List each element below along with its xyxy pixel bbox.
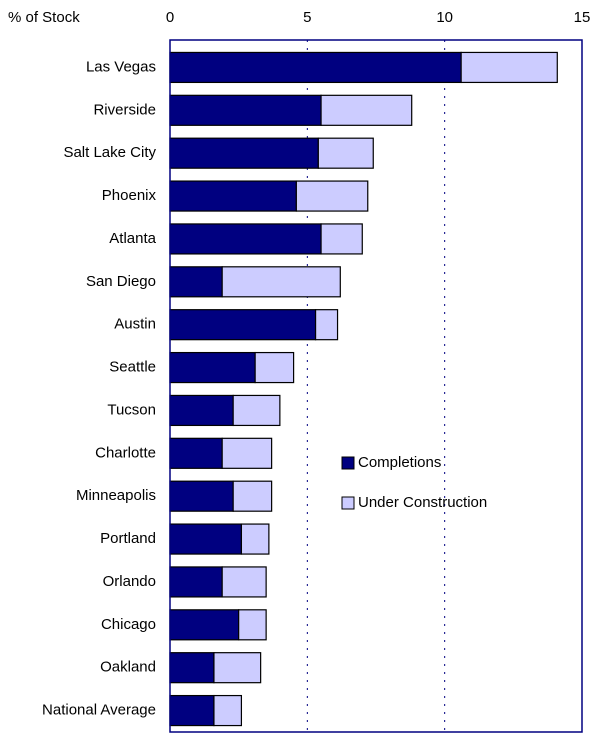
bar	[169, 266, 223, 298]
y-tick-label: Chicago	[101, 616, 156, 633]
bar	[169, 437, 223, 469]
bar	[169, 94, 322, 126]
bar	[320, 94, 413, 126]
bar	[221, 437, 273, 469]
bar	[169, 309, 317, 341]
bar	[169, 351, 256, 384]
y-tick-label: Portland	[100, 530, 156, 547]
bar	[238, 609, 267, 641]
bar	[254, 351, 295, 384]
legend-label: Completions	[358, 454, 441, 471]
bar	[169, 180, 297, 212]
y-tick-label: National Average	[42, 702, 156, 719]
y-tick-label: Seattle	[109, 359, 156, 376]
bar	[221, 566, 267, 598]
y-tick-label: Salt Lake City	[63, 144, 156, 161]
bar	[169, 223, 322, 255]
bar	[169, 523, 243, 555]
y-tick-label: Atlanta	[109, 230, 156, 247]
y-tick-label: Charlotte	[95, 444, 156, 461]
bar	[213, 694, 243, 727]
y-tick-label: Riverside	[93, 101, 156, 118]
bar	[169, 566, 223, 598]
x-tick-label: 10	[436, 9, 453, 26]
bar	[169, 137, 319, 169]
bar	[169, 694, 215, 727]
plot-frame	[169, 39, 583, 733]
y-tick-label: Austin	[114, 316, 156, 333]
bar	[320, 223, 363, 255]
bar	[213, 652, 262, 684]
y-tick-label: Tucson	[107, 401, 156, 418]
bar	[232, 394, 281, 427]
bar	[460, 51, 558, 84]
x-tick-label: 0	[166, 9, 174, 26]
y-tick-label: San Diego	[86, 273, 156, 290]
bar	[169, 51, 462, 84]
bar	[240, 523, 270, 555]
y-tick-label: Las Vegas	[86, 58, 156, 75]
legend-swatch	[341, 496, 355, 510]
bar	[169, 394, 234, 427]
bar	[317, 137, 374, 169]
y-tick-label: Oakland	[100, 659, 156, 676]
bar	[295, 180, 369, 212]
axis-label: % of Stock	[8, 9, 80, 26]
legend-swatch	[341, 456, 355, 470]
bar	[169, 480, 234, 512]
bar	[221, 266, 341, 298]
x-tick-label: 15	[574, 9, 591, 26]
y-tick-label: Orlando	[103, 573, 156, 590]
bar	[232, 480, 273, 512]
bar	[169, 652, 215, 684]
legend-label: Under Construction	[358, 494, 487, 511]
bar	[314, 309, 339, 341]
bar	[169, 609, 240, 641]
x-tick-label: 5	[303, 9, 311, 26]
y-tick-label: Phoenix	[102, 187, 157, 204]
y-tick-label: Minneapolis	[76, 487, 156, 504]
